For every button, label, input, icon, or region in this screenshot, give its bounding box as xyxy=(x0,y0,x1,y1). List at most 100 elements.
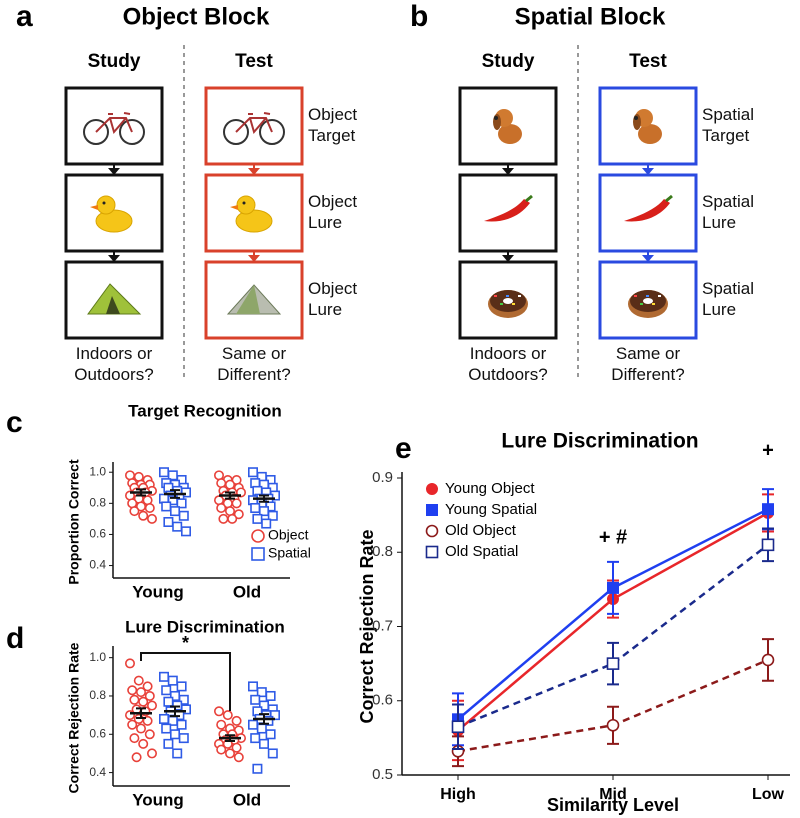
data-point xyxy=(606,657,620,670)
y-axis-label: Proportion Correct xyxy=(66,459,82,585)
legend-marker xyxy=(425,524,439,538)
x-tick-label: Low xyxy=(752,786,785,803)
data-point xyxy=(225,748,236,759)
significance-bracket xyxy=(140,652,231,711)
data-point xyxy=(147,748,158,759)
study-heading: Study xyxy=(88,51,141,72)
data-point xyxy=(136,687,147,698)
arrow-head xyxy=(248,255,260,262)
data-point xyxy=(252,763,263,774)
x-tick-label: Old xyxy=(233,582,261,601)
data-point xyxy=(178,510,189,521)
data-point xyxy=(161,685,172,696)
data-point xyxy=(231,715,242,726)
data-point xyxy=(129,694,140,705)
data-point xyxy=(129,733,140,744)
duck-eye xyxy=(102,201,106,205)
arrow-head xyxy=(642,255,654,262)
study-frame xyxy=(64,86,164,166)
data-point xyxy=(233,509,244,520)
legend-marker xyxy=(426,504,438,516)
sprinkle xyxy=(658,295,661,297)
data-point xyxy=(138,696,149,707)
side-label: Spatial Target xyxy=(702,105,754,145)
data-point xyxy=(159,467,170,478)
wheel xyxy=(223,119,249,145)
data-point xyxy=(256,723,267,734)
study-frame xyxy=(458,260,558,340)
arrow-head xyxy=(502,255,514,262)
legend-label: Old Spatial xyxy=(445,543,518,560)
data-point xyxy=(252,513,263,524)
data-point xyxy=(267,510,278,521)
dog-nose xyxy=(634,116,638,120)
data-point xyxy=(231,742,242,753)
x-tick-label: Young xyxy=(132,582,184,601)
data-point xyxy=(172,521,183,532)
y-axis-label: Correct Rejection Rate xyxy=(66,642,82,793)
x-tick-label: Mid xyxy=(599,786,627,803)
data-point xyxy=(250,502,261,513)
panel-label: d xyxy=(6,622,24,655)
dog-body xyxy=(638,124,662,144)
data-point xyxy=(136,723,147,734)
arrow-head xyxy=(248,168,260,175)
error-bar xyxy=(170,705,180,718)
side-label: Spatial Lure xyxy=(702,192,754,232)
tent-icon xyxy=(87,283,142,315)
legend-marker xyxy=(425,545,439,559)
data-point xyxy=(606,718,620,732)
data-point xyxy=(214,706,225,717)
significance-mark: * xyxy=(182,633,189,653)
study-question: Indoors or Outdoors? xyxy=(74,344,154,384)
pepper-icon xyxy=(484,194,533,222)
data-point xyxy=(267,748,278,759)
data-point xyxy=(129,506,140,517)
wheel xyxy=(83,119,109,145)
data-point xyxy=(451,720,465,734)
legend-label: Young Object xyxy=(445,480,535,497)
data-point xyxy=(181,526,192,537)
test-heading: Test xyxy=(629,51,667,72)
tent-door xyxy=(106,296,120,314)
pepper-stem xyxy=(525,194,533,203)
data-point xyxy=(216,719,227,730)
data-point xyxy=(761,653,775,667)
block-title: Object Block xyxy=(123,3,270,30)
legend-label: Young Spatial xyxy=(445,501,537,518)
chart-title: Target Recognition xyxy=(128,401,282,420)
side-label: Object Lure xyxy=(308,279,358,319)
donut-icon xyxy=(488,290,528,318)
data-point xyxy=(163,516,174,527)
arrow-head xyxy=(108,255,120,262)
duck-beak xyxy=(230,205,238,210)
arrow-head xyxy=(642,168,654,175)
side-label: Spatial Lure xyxy=(702,279,754,319)
bike-icon xyxy=(83,112,145,145)
error-bar xyxy=(259,494,269,503)
duck-beak xyxy=(90,205,98,210)
y-tick-label: 1.0 xyxy=(89,650,106,664)
arrow-head xyxy=(108,168,120,175)
data-point xyxy=(144,729,155,740)
data-point xyxy=(258,738,269,749)
y-tick-label: 1.0 xyxy=(89,464,106,478)
y-tick-label: 0.6 xyxy=(372,692,393,709)
data-point xyxy=(147,513,158,524)
data-point xyxy=(607,581,619,594)
data-point xyxy=(248,719,259,730)
duck-head xyxy=(236,195,256,215)
wheel xyxy=(259,119,285,145)
data-point xyxy=(147,700,158,711)
data-point xyxy=(131,752,142,763)
data-point xyxy=(138,738,149,749)
data-point xyxy=(178,733,189,744)
sprinkle xyxy=(494,295,497,297)
data-point xyxy=(227,513,238,524)
panel-label: b xyxy=(410,0,428,33)
panel-label: a xyxy=(16,0,33,33)
side-label: Object Target xyxy=(308,105,358,145)
data-point xyxy=(167,675,178,686)
test-question: Same or Different? xyxy=(217,344,291,384)
